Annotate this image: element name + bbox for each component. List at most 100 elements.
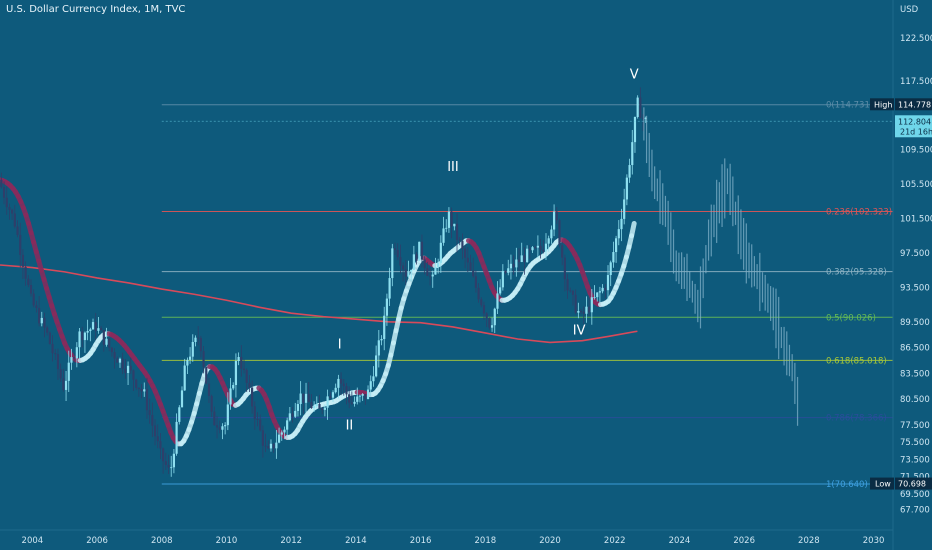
candle [509,263,513,269]
candle [153,425,157,437]
candle [221,426,224,430]
candle [178,407,181,422]
candle [412,254,415,270]
candle [261,430,264,446]
candle [641,117,645,119]
candle [334,387,337,393]
candle [569,290,572,292]
candle [415,254,418,261]
candle [296,404,300,411]
candle [229,388,232,405]
candle [590,297,593,313]
candle [488,318,491,328]
candle [194,337,197,342]
x-tick-label: 2014 [345,536,367,546]
y-tick-label: 89.500 [900,318,930,328]
candle [585,306,588,314]
candle [531,247,534,251]
candle [91,322,95,330]
candle [606,275,610,291]
candle [469,262,472,271]
candle [628,165,631,178]
candle [215,425,219,428]
candle [307,393,310,403]
candle [83,332,87,341]
candle [326,396,329,408]
fib-label: 0.786(78.366) [826,414,887,424]
candle [197,337,200,339]
candle [515,259,518,268]
x-tick-label: 2028 [798,536,820,546]
x-tick-label: 2012 [280,536,302,546]
candle [609,262,612,276]
candle [375,355,378,377]
candle [561,245,564,258]
candle [490,325,494,328]
candle [493,308,496,326]
candle [563,257,566,280]
fib-label: 1(70.640) [826,480,868,490]
candle [361,393,364,396]
candle [520,255,523,263]
candle [485,313,488,319]
candle [81,331,84,341]
candle [507,268,510,273]
candle [523,255,526,263]
candle [482,305,486,314]
candle [242,368,246,370]
candle [329,396,332,398]
candle [250,387,254,407]
candles-group [0,87,647,477]
candle [202,351,205,367]
candle [574,294,577,313]
candle [512,263,515,268]
last-price-badge [895,115,932,138]
fib-label: 0.5(90.026) [826,313,876,323]
x-tick-label: 2026 [733,536,755,546]
x-tick-label: 2004 [22,536,44,546]
candle [2,187,6,198]
candle [183,365,186,391]
candle [159,441,162,449]
candle [598,291,602,293]
candle [294,410,297,417]
high-value-badge [895,98,932,111]
candle [391,248,394,279]
candle [407,271,410,277]
candle [162,448,165,462]
wave-label: I [338,337,342,352]
candle [339,378,343,384]
candle [380,338,383,341]
candle [356,396,359,402]
candle [588,306,591,313]
candle [100,328,103,331]
ribbon-segment [629,221,637,239]
low-value-badge [895,477,932,490]
candle [180,390,184,408]
candle [186,359,189,366]
candle [210,395,213,412]
candle [148,410,151,416]
candle [477,287,480,300]
candle [248,382,251,388]
y-tick-label: 67.700 [900,505,930,515]
candle [639,97,642,118]
candle [269,443,273,449]
candle [145,389,149,411]
candle [137,387,140,390]
candle [439,242,442,263]
candle [280,432,283,435]
candle [234,361,238,386]
candle [110,347,113,353]
candle [207,383,211,396]
x-tick-label: 2030 [863,536,885,546]
candle [555,211,558,221]
x-tick-label: 2010 [216,536,238,546]
high-value: 114.778 [898,100,931,109]
candle [272,443,275,449]
candle [550,229,553,239]
candle [124,368,127,374]
